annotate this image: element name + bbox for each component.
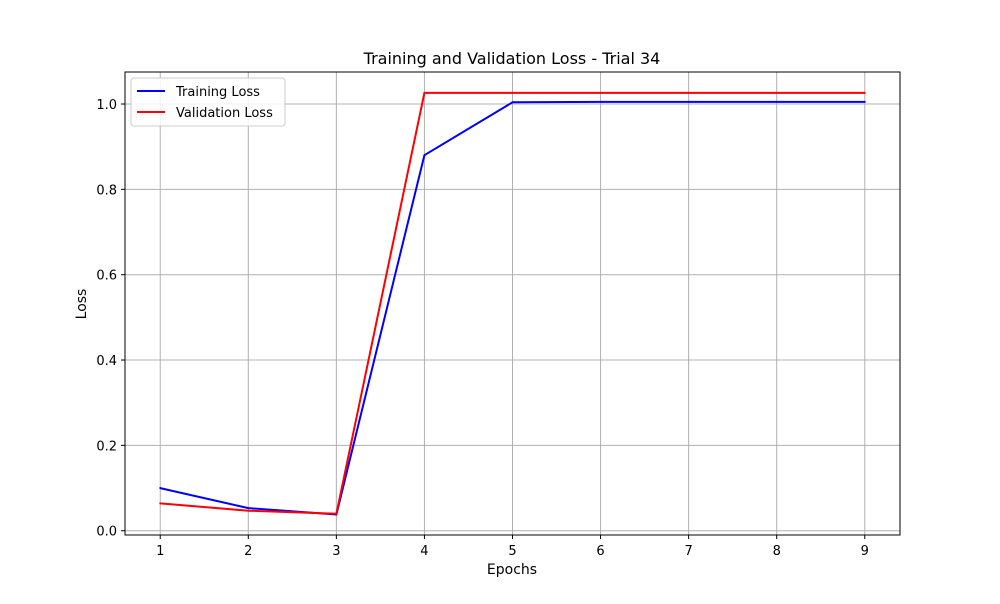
x-tick-label: 9 [861, 544, 869, 559]
x-tick-label: 3 [332, 544, 340, 559]
legend-box [130, 77, 286, 127]
y-tick-label: 1.0 [96, 98, 117, 113]
legend: Training Loss Validation Loss [130, 77, 286, 127]
x-axis-ticks: 1 2 3 4 5 6 7 8 9 [156, 535, 869, 559]
training-loss-point [159, 487, 162, 490]
validation-loss-point [863, 91, 866, 94]
x-axis-label: Epochs [487, 562, 537, 578]
training-loss-point [423, 154, 426, 157]
y-tick-label: 0.6 [96, 269, 117, 284]
x-tick-label: 8 [773, 544, 781, 559]
x-tick-label: 2 [244, 544, 252, 559]
y-tick-label: 0.4 [96, 354, 117, 369]
y-tick-label: 0.8 [96, 183, 117, 198]
validation-loss-point [599, 91, 602, 94]
x-tick-label: 4 [420, 544, 428, 559]
training-loss-point [599, 100, 602, 103]
x-tick-label: 1 [156, 544, 164, 559]
validation-loss-point [775, 91, 778, 94]
validation-loss-point [247, 509, 250, 512]
x-tick-label: 6 [596, 544, 604, 559]
training-loss-point [775, 100, 778, 103]
y-tick-label: 0.2 [96, 439, 117, 454]
y-tick-label: 0.0 [96, 525, 117, 540]
validation-loss-point [511, 91, 514, 94]
training-loss-point [863, 100, 866, 103]
y-axis-ticks: 0.0 0.2 0.4 0.6 0.8 1.0 [96, 98, 125, 540]
grid-lines [125, 72, 900, 535]
training-loss-point [687, 100, 690, 103]
validation-loss-point [335, 512, 338, 515]
series-lines [159, 91, 866, 516]
x-tick-label: 7 [684, 544, 692, 559]
training-loss-point [511, 101, 514, 104]
training-loss-legend-label: Training Loss [175, 85, 260, 100]
y-axis-label: Loss [74, 289, 90, 320]
validation-loss-point [423, 91, 426, 94]
chart-title: Training and Validation Loss - Trial 34 [363, 49, 661, 68]
validation-loss-point [687, 91, 690, 94]
training-loss-point [247, 507, 250, 510]
validation-loss-point [159, 502, 162, 505]
validation-loss-legend-label: Validation Loss [176, 106, 273, 121]
x-tick-label: 5 [508, 544, 516, 559]
